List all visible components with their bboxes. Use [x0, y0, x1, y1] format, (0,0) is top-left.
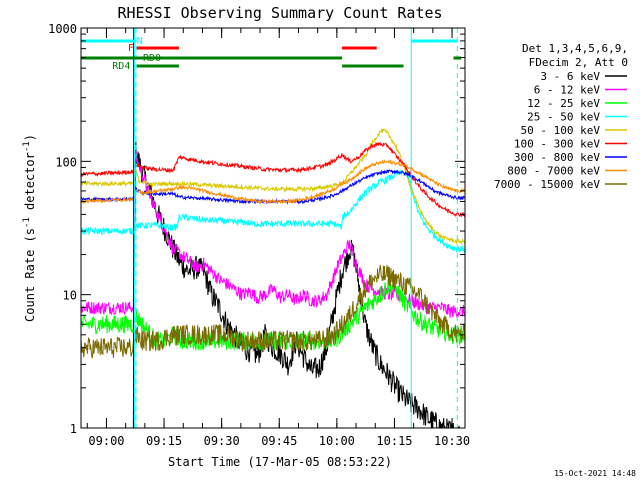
flag-label-f: F	[128, 43, 134, 54]
x-axis-label: Start Time (17-Mar-05 08:53:22)	[168, 455, 392, 469]
legend: Det 1,3,4,5,6,9, FDecim 2, Att 0 3 - 6 k…	[494, 42, 628, 191]
legend-label-50-100-kev: 50 - 100 keV	[521, 124, 601, 137]
y-axis-label: Count Rate (s-1 detector-1)	[22, 134, 37, 322]
x-tick-label: 09:00	[88, 434, 124, 448]
legend-label-800-7000-kev: 800 - 7000 keV	[507, 165, 600, 178]
legend-label-100-300-kev: 100 - 300 keV	[514, 138, 600, 151]
x-tick-label: 10:15	[376, 434, 412, 448]
series-group	[81, 128, 465, 428]
legend-label-6-12-kev: 6 - 12 keV	[534, 84, 601, 97]
flag-label-rd4: RD4	[112, 61, 130, 72]
y-tick-label: 10	[63, 289, 77, 303]
series-line-100-300-kev	[81, 141, 465, 218]
series-line-800-7000-kev	[81, 159, 465, 205]
series-line-300-800-kev	[81, 169, 465, 205]
legend-label-25-50-kev: 25 - 50 keV	[527, 111, 600, 124]
x-tick-label: 10:30	[434, 434, 470, 448]
flag-label-rd0: RD0	[143, 53, 161, 64]
legend-label-3-6-kev: 3 - 6 keV	[540, 70, 600, 83]
legend-header-line-2: FDecim 2, Att 0	[529, 56, 628, 69]
x-tick-label: 09:30	[204, 434, 240, 448]
x-tick-label: 09:15	[146, 434, 182, 448]
chart-title: RHESSI Observing Summary Count Rates	[117, 4, 442, 22]
plot-area: NF RD0 RD4 1 10 100 1000 09:00 09:15 09:30 09:45 10…	[48, 22, 470, 448]
y-tick-label: 1	[70, 422, 77, 436]
series-line-7000-15000-kev	[81, 264, 465, 359]
legend-label-7000-15000-kev: 7000 - 15000 keV	[494, 178, 600, 191]
x-tick-label: 10:00	[319, 434, 355, 448]
series-line-25-50-kev	[81, 170, 465, 254]
footer-timestamp: 15-Oct-2021 14:48	[554, 469, 636, 478]
legend-label-12-25-kev: 12 - 25 keV	[527, 97, 600, 110]
flag-label-n: N	[137, 36, 143, 47]
y-tick-label: 100	[55, 155, 77, 169]
plot-frame	[80, 27, 466, 429]
legend-header-line-1: Det 1,3,4,5,6,9,	[522, 42, 628, 55]
y-tick-label: 1000	[48, 22, 77, 36]
x-tick-label: 09:45	[261, 434, 297, 448]
series-line-50-100-kev	[81, 128, 465, 246]
legend-label-300-800-kev: 300 - 800 keV	[514, 151, 600, 164]
